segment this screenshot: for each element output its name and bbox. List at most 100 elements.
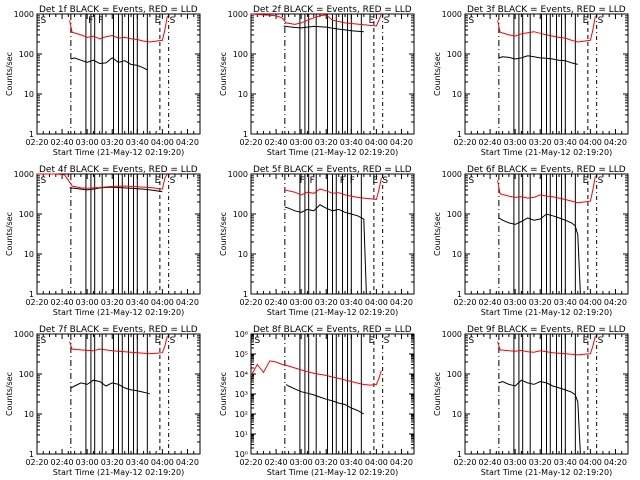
x-tick-label: 03:20 <box>315 138 338 147</box>
y-tick-label: 1 <box>243 290 248 299</box>
y-tick-label: 10⁴ <box>235 370 248 379</box>
x-axis-label: Start Time (21-May-12 02:19:20) <box>53 148 184 157</box>
y-tick-label: 100 <box>447 210 462 219</box>
x-tick-label: 03:20 <box>101 138 124 147</box>
marker-label: S <box>170 16 176 26</box>
x-tick-label: 04:00 <box>151 298 174 307</box>
x-tick-label: 04:20 <box>604 298 627 307</box>
marker-label: S <box>469 16 475 26</box>
x-tick-label: 03:20 <box>315 458 338 467</box>
lld-series-line <box>250 360 382 386</box>
y-tick-label: 1000 <box>228 10 248 19</box>
x-tick-label: 03:20 <box>315 298 338 307</box>
marker-label: F <box>350 176 355 186</box>
x-tick-label: 03:40 <box>554 458 577 467</box>
x-tick-label: 03:20 <box>529 138 552 147</box>
x-axis-label: Start Time (21-May-12 02:19:20) <box>267 148 398 157</box>
y-axis-label: Counts/sec <box>219 372 228 416</box>
x-tick-label: 04:00 <box>579 298 602 307</box>
x-tick-label: 02:20 <box>453 458 476 467</box>
panel-det-8f: Det 8f BLACK = Events, RED = LLD 10⁰ 10¹ 10… <box>219 325 415 477</box>
x-tick-label: 03:00 <box>504 138 527 147</box>
marker-label: S <box>382 176 388 186</box>
events-series-line <box>498 379 581 455</box>
x-tick-label: 03:20 <box>529 298 552 307</box>
lld-series-line <box>497 335 596 356</box>
panel-det-1f: Det 1f BLACK = Events, RED = LLD 1 10 100 10… <box>5 5 201 157</box>
y-tick-label: 10 <box>24 250 34 259</box>
x-tick-label: 02:40 <box>479 138 502 147</box>
x-tick-label: 02:20 <box>239 458 262 467</box>
y-tick-label: 1 <box>457 130 462 139</box>
marker-label: E <box>369 16 375 26</box>
y-tick-label: 1000 <box>442 330 462 339</box>
y-tick-label: 100 <box>233 50 248 59</box>
lld-series-line <box>497 15 596 43</box>
x-tick-label: 04:00 <box>365 458 388 467</box>
y-tick-label: 1 <box>457 450 462 459</box>
y-tick-label: 1000 <box>228 170 248 179</box>
x-tick-label: 02:40 <box>51 138 74 147</box>
x-tick-label: 04:00 <box>365 298 388 307</box>
marker-label: E <box>583 336 589 346</box>
x-tick-label: 04:00 <box>365 138 388 147</box>
x-tick-label: 03:00 <box>290 138 313 147</box>
y-tick-label: 10⁵ <box>235 350 248 359</box>
y-tick-label: 10 <box>238 90 248 99</box>
x-tick-label: 04:20 <box>176 298 199 307</box>
x-tick-label: 03:40 <box>340 298 363 307</box>
y-axis-label: Counts/sec <box>5 212 14 256</box>
x-tick-label: 03:40 <box>126 298 149 307</box>
y-tick-label: 10 <box>452 250 462 259</box>
marker-label: E <box>372 176 378 186</box>
y-tick-label: 1000 <box>442 170 462 179</box>
x-axis-label: Start Time (21-May-12 02:19:20) <box>53 468 184 477</box>
x-tick-label: 02:20 <box>453 138 476 147</box>
y-axis-label: Counts/sec <box>219 52 228 96</box>
events-series-line <box>284 204 367 295</box>
y-tick-label: 100 <box>233 210 248 219</box>
x-tick-label: 04:20 <box>176 458 199 467</box>
marker-label: S <box>255 336 261 346</box>
x-tick-label: 03:40 <box>340 138 363 147</box>
marker-label: E <box>583 176 589 186</box>
marker-label: S <box>384 336 390 346</box>
y-tick-label: 100 <box>447 50 462 59</box>
events-series-line <box>69 186 163 193</box>
x-tick-label: 03:00 <box>76 458 99 467</box>
x-tick-label: 04:20 <box>604 138 627 147</box>
x-tick-label: 02:20 <box>25 138 48 147</box>
marker-label: E <box>583 16 589 26</box>
x-axis-label: Start Time (21-May-12 02:19:20) <box>481 148 612 157</box>
panel-det-2f: Det 2f BLACK = Events, RED = LLD 1 10 100 10… <box>219 5 415 157</box>
x-tick-label: 04:20 <box>390 458 413 467</box>
marker-label: F <box>88 16 93 26</box>
panel-det-7f: Det 7f BLACK = Events, RED = LLD 1 10 100 10… <box>5 325 201 477</box>
x-tick-label: 02:20 <box>25 458 48 467</box>
y-axis-label: Counts/sec <box>5 372 14 416</box>
x-axis-label: Start Time (21-May-12 02:19:20) <box>53 308 184 317</box>
y-axis-label: Counts/sec <box>433 212 442 256</box>
events-series-line <box>283 25 364 33</box>
marker-label: F <box>310 176 315 186</box>
events-series-line <box>285 384 365 415</box>
lld-series-line <box>250 13 382 27</box>
marker-label: S <box>41 176 47 186</box>
y-tick-label: 10 <box>452 410 462 419</box>
marker-label: S <box>41 16 47 26</box>
y-tick-label: 1 <box>457 290 462 299</box>
marker-label: E <box>155 176 161 186</box>
x-tick-label: 03:40 <box>340 458 363 467</box>
x-tick-label: 03:00 <box>504 298 527 307</box>
marker-label: S <box>469 336 475 346</box>
x-tick-label: 03:20 <box>101 458 124 467</box>
panel-title: Det 7f BLACK = Events, RED = LLD <box>39 325 198 335</box>
lld-series-line <box>284 177 382 201</box>
y-tick-label: 1000 <box>14 330 34 339</box>
panel-title: Det 4f BLACK = Events, RED = LLD <box>39 165 198 175</box>
x-tick-label: 03:00 <box>76 298 99 307</box>
panel-det-3f: Det 3f BLACK = Events, RED = LLD 1 10 100 10… <box>433 5 629 157</box>
y-tick-label: 10⁶ <box>235 330 248 339</box>
y-tick-label: 100 <box>19 210 34 219</box>
